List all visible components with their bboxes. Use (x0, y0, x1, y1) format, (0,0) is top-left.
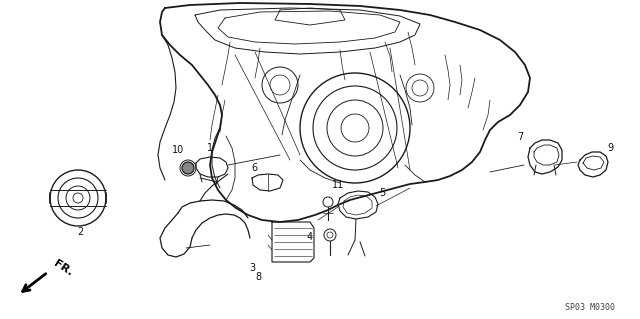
Text: 3: 3 (249, 263, 255, 273)
Text: 9: 9 (607, 143, 613, 153)
Circle shape (182, 162, 194, 174)
Text: 4: 4 (307, 232, 313, 242)
Text: 1: 1 (207, 143, 213, 153)
Text: FR.: FR. (52, 258, 75, 278)
Text: 2: 2 (77, 227, 83, 237)
Text: 5: 5 (379, 188, 385, 198)
Text: 11: 11 (332, 180, 344, 190)
Text: 6: 6 (251, 163, 257, 173)
Text: 8: 8 (255, 272, 261, 282)
Text: SP03 M0300: SP03 M0300 (565, 303, 615, 313)
Text: 7: 7 (517, 132, 523, 142)
Text: 10: 10 (172, 145, 184, 155)
